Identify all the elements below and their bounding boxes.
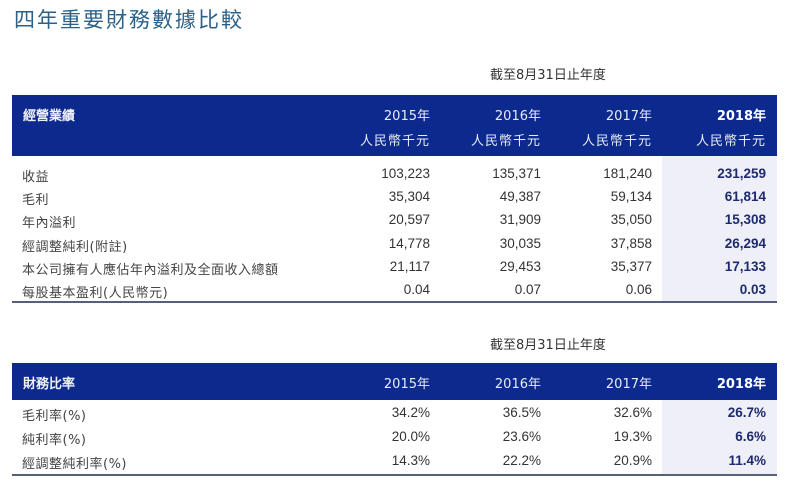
column-header-2016: 2016年 人民幣千元 [471,105,541,149]
cell-2017: 59,134 [610,189,652,204]
cell-2018: 26.7% [727,405,766,420]
row-label: 毛利率(%) [22,409,87,424]
cell-2016: 0.07 [514,282,541,297]
cell-2016: 135,371 [492,166,541,181]
cell-2017: 0.06 [625,282,652,297]
table-header: 經營業績 2015年 人民幣千元 2016年 人民幣千元 2017年 人民幣千元… [12,95,777,156]
header-label: 經營業績 [23,109,76,124]
cell-2018: 11.4% [728,453,766,468]
cell-2015: 20.0% [391,429,430,444]
column-header-2015: 2015年 [384,373,430,392]
row-label: 經調整純利(附註) [22,240,128,255]
cell-2017: 19.3% [613,429,652,444]
cell-2018: 26,294 [724,236,766,251]
cell-2018: 6.6% [735,429,766,444]
row-label: 本公司擁有人應佔年內溢利及全面收入總額 [22,263,279,278]
cell-2018: 17,133 [724,259,766,274]
column-header-2018: 2018年 [717,373,766,392]
row-label: 純利率(%) [22,433,87,448]
operating-results-table: 經營業績 2015年 人民幣千元 2016年 人民幣千元 2017年 人民幣千元… [12,95,777,303]
column-header-2017: 2017年 [606,373,652,392]
year-label: 2016年 [494,109,541,124]
column-header-2016: 2016年 [495,373,541,392]
highlight-column-2018 [662,400,777,474]
cell-2015: 14.3% [391,453,430,468]
year-label: 2018年 [716,377,766,392]
row-label: 收益 [22,170,50,185]
period-label-ratios: 截至8月31日止年度 [490,338,606,353]
cell-2015: 14,778 [388,236,430,251]
row-label: 每股基本盈利(人民幣元) [22,286,169,301]
cell-2015: 35,304 [388,189,430,204]
cell-2016: 36.5% [502,405,541,420]
cell-2016: 49,387 [499,189,541,204]
cell-2017: 37,858 [610,236,652,251]
period-label-operating: 截至8月31日止年度 [490,68,606,83]
cell-2018: 231,259 [717,166,766,181]
table-body: 收益 103,223 135,371 181,240 231,259 毛利 35… [12,156,777,303]
unit-label: 人民幣千元 [359,134,430,149]
cell-2015: 103,223 [381,166,430,181]
cell-2016: 22.2% [502,453,541,468]
cell-2015: 34.2% [391,405,430,420]
column-header-2018: 2018年 人民幣千元 [696,105,766,149]
highlight-column-2018 [662,156,777,301]
cell-2016: 23.6% [502,429,541,444]
header-label: 財務比率 [23,377,76,392]
cell-2018: 61,814 [724,189,766,204]
unit-label: 人民幣千元 [695,134,766,149]
row-label: 經調整純利率(%) [22,457,127,472]
cell-2017: 32.6% [613,405,652,420]
unit-label: 人民幣千元 [581,134,652,149]
column-header-2015: 2015年 人民幣千元 [360,105,430,149]
cell-2016: 31,909 [499,212,541,227]
column-header-2017: 2017年 人民幣千元 [582,105,652,149]
financial-ratios-table: 財務比率 2015年 2016年 2017年 2018年 毛利率(%) 34.2… [12,363,777,476]
table-header: 財務比率 2015年 2016年 2017年 2018年 [12,363,777,400]
cell-2016: 29,453 [499,259,541,274]
cell-2017: 181,240 [603,166,652,181]
cell-2018: 15,308 [724,212,766,227]
cell-2017: 20.9% [613,453,652,468]
year-label: 2017年 [605,109,652,124]
page-title: 四年重要財務數據比較 [14,8,244,32]
table-body: 毛利率(%) 34.2% 36.5% 32.6% 26.7% 純利率(%) 20… [12,400,777,476]
year-label: 2015年 [383,377,430,392]
cell-2018: 0.03 [739,282,766,297]
row-label: 毛利 [22,193,50,208]
cell-2015: 20,597 [388,212,430,227]
cell-2017: 35,050 [610,212,652,227]
cell-2017: 35,377 [610,259,652,274]
year-label: 2017年 [605,377,652,392]
row-label: 年內溢利 [22,216,77,231]
year-label: 2015年 [383,109,430,124]
cell-2016: 30,035 [499,236,541,251]
cell-2015: 0.04 [403,282,430,297]
unit-label: 人民幣千元 [470,134,541,149]
cell-2015: 21,117 [389,259,430,274]
year-label: 2016年 [494,377,541,392]
year-label: 2018年 [716,109,766,124]
